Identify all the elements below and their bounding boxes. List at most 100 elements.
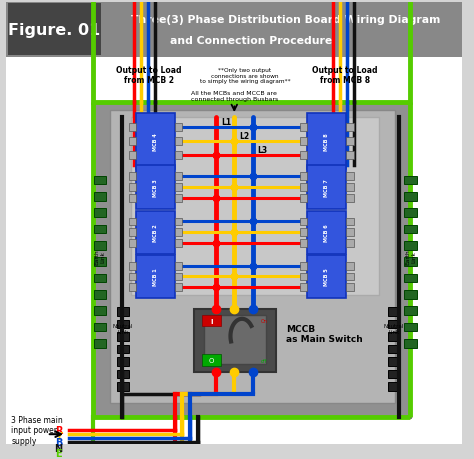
Bar [404, 307, 417, 315]
Text: Earth
Link: Earth Link [405, 249, 416, 264]
Bar [404, 274, 417, 283]
Text: MCB 1: MCB 1 [153, 268, 158, 286]
Bar [300, 138, 307, 146]
Bar [175, 151, 182, 159]
Bar [346, 262, 354, 270]
Bar [128, 240, 136, 247]
Text: N: N [54, 442, 62, 453]
Bar [300, 151, 307, 159]
Bar [94, 209, 107, 218]
Bar [93, 102, 410, 417]
Bar [7, 2, 462, 58]
Bar [175, 195, 182, 202]
Bar [94, 291, 107, 299]
Bar [404, 257, 417, 266]
Bar [136, 255, 175, 298]
Bar [346, 284, 354, 291]
Text: Y: Y [55, 431, 62, 441]
Text: R: R [55, 425, 62, 436]
Bar [346, 124, 354, 132]
Bar [388, 308, 400, 316]
Bar [307, 211, 346, 254]
Bar [404, 192, 417, 201]
Bar [128, 262, 136, 270]
Bar [128, 184, 136, 191]
Bar [388, 370, 400, 379]
Bar [175, 218, 182, 226]
Text: Earth
Link: Earth Link [95, 249, 106, 264]
Text: L2: L2 [239, 132, 249, 141]
Bar [203, 315, 266, 364]
Text: MCB 3: MCB 3 [153, 179, 158, 196]
Bar [128, 218, 136, 226]
Bar [201, 355, 221, 366]
Text: Neutral
Link: Neutral Link [384, 323, 404, 334]
Bar [175, 240, 182, 247]
Bar [175, 229, 182, 236]
Text: **Only two output
connections are shown
to simply the wiring diagram**: **Only two output connections are shown … [200, 68, 290, 84]
Bar [94, 176, 107, 185]
Bar [300, 240, 307, 247]
Bar [94, 339, 107, 348]
Bar [117, 320, 128, 329]
Bar [388, 320, 400, 329]
Bar [136, 166, 175, 209]
Bar [175, 138, 182, 146]
Bar [300, 262, 307, 270]
Bar [404, 323, 417, 331]
Bar [388, 358, 400, 366]
Bar [128, 284, 136, 291]
Bar [300, 284, 307, 291]
Bar [175, 124, 182, 132]
Text: MCB 6: MCB 6 [324, 224, 329, 241]
Bar [128, 229, 136, 236]
Text: I: I [210, 318, 212, 324]
Text: off: off [261, 358, 267, 363]
Text: All the MCBs and MCCB are
connected through Busbars: All the MCBs and MCCB are connected thro… [191, 90, 278, 101]
Bar [300, 124, 307, 132]
Bar [128, 124, 136, 132]
Bar [117, 308, 128, 316]
Bar [136, 211, 175, 254]
Text: MCB 2: MCB 2 [153, 224, 158, 241]
Text: Output to Load
from MCB 8: Output to Load from MCB 8 [312, 66, 378, 85]
Bar [346, 240, 354, 247]
Bar [194, 309, 276, 372]
Text: Figure. 01: Figure. 01 [9, 23, 100, 38]
Bar [175, 184, 182, 191]
Bar [307, 114, 346, 169]
Bar [117, 358, 128, 366]
Bar [94, 274, 107, 283]
Bar [131, 118, 380, 295]
Text: MCCB
as Main Switch: MCCB as Main Switch [286, 324, 363, 343]
Text: E: E [55, 448, 62, 459]
Text: MCB 7: MCB 7 [324, 179, 329, 196]
Text: O: O [209, 358, 214, 364]
Bar [346, 229, 354, 236]
Bar [307, 255, 346, 298]
Bar [7, 58, 462, 444]
Bar [346, 195, 354, 202]
Bar [346, 138, 354, 146]
Bar [136, 114, 175, 169]
Bar [128, 138, 136, 146]
Bar [94, 241, 107, 250]
Bar [110, 111, 395, 403]
Bar [346, 184, 354, 191]
Bar [300, 184, 307, 191]
Text: Neutral
Link: Neutral Link [113, 323, 133, 334]
Bar [388, 345, 400, 353]
Bar [388, 332, 400, 341]
Text: Three(3) Phase Distribution Board Wiring Diagram: Three(3) Phase Distribution Board Wiring… [130, 15, 440, 25]
Bar [94, 192, 107, 201]
Bar [300, 218, 307, 226]
Bar [128, 273, 136, 281]
Bar [117, 332, 128, 341]
Text: Output to Load
from MCB 2: Output to Load from MCB 2 [116, 66, 182, 85]
Text: B: B [55, 437, 62, 447]
Bar [346, 273, 354, 281]
Bar [346, 151, 354, 159]
Text: MCB 8: MCB 8 [324, 133, 329, 151]
Bar [201, 315, 221, 327]
Bar [175, 273, 182, 281]
